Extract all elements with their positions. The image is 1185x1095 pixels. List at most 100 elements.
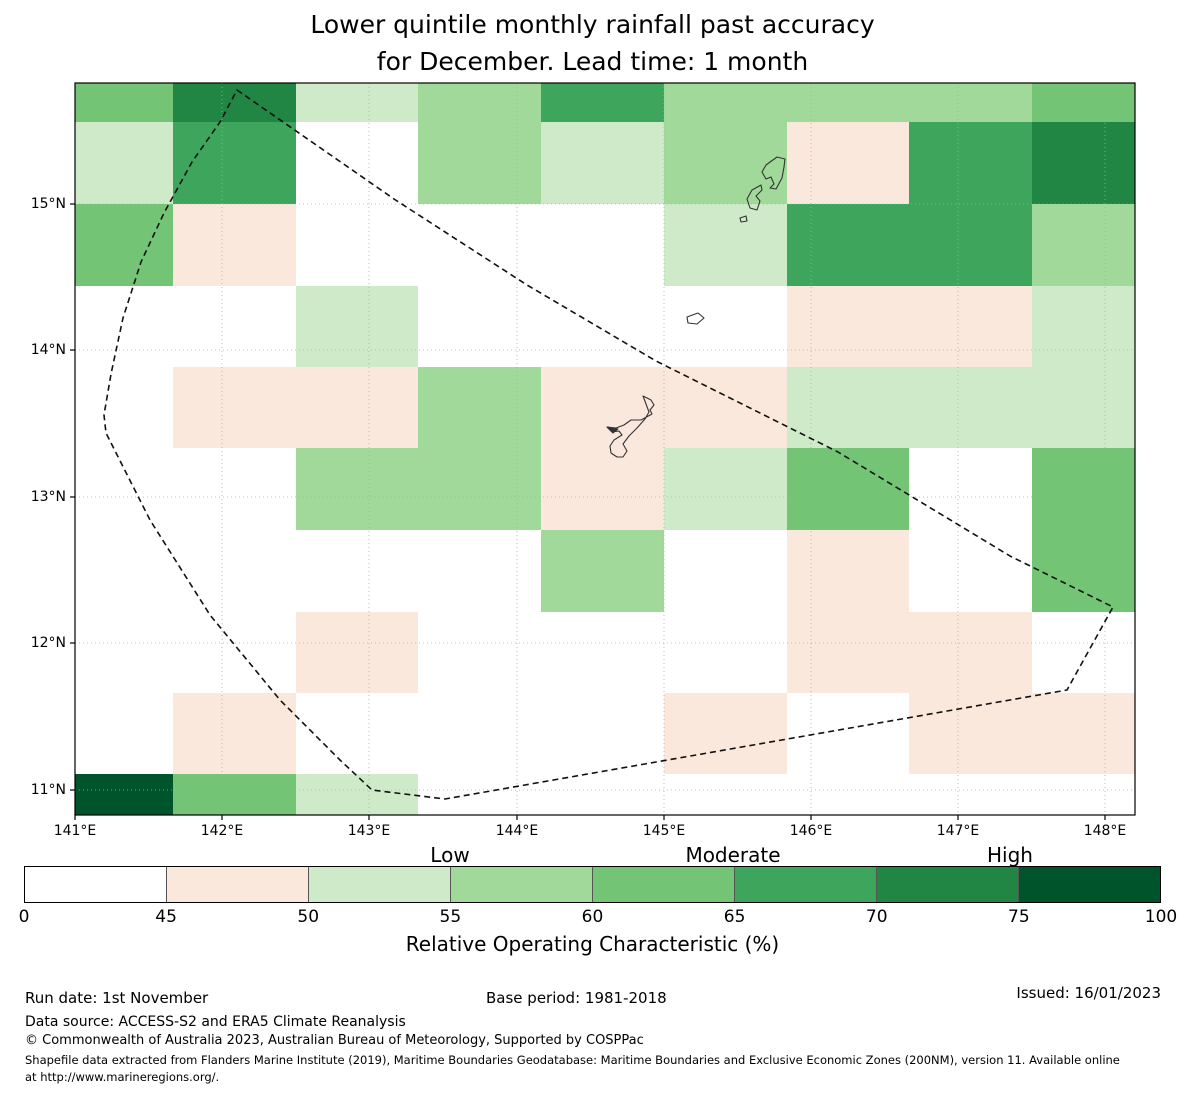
island-outline-tinian	[746, 184, 763, 211]
grid-cell	[909, 367, 1032, 448]
colorbar-tick-label: 70	[865, 907, 888, 927]
x-axis-tick-label: 143°E	[347, 823, 391, 839]
grid-cell	[173, 122, 296, 204]
run-date-text: Run date: 1st November	[25, 989, 209, 1007]
colorbar-segment	[309, 867, 451, 902]
grid-cell	[75, 83, 173, 122]
grid-cell	[787, 204, 909, 286]
x-axis-tick-label: 148°E	[1083, 823, 1127, 839]
colorbar-tick-label: 100	[1144, 907, 1178, 927]
colorbar-segment	[735, 867, 877, 902]
y-axis-tick-label: 12°N	[30, 635, 66, 651]
chart-title-line-1: Lower quintile monthly rainfall past acc…	[310, 10, 875, 39]
base-period-text: Base period: 1981-2018	[486, 989, 667, 1007]
grid-cell	[1032, 83, 1135, 122]
grid-cell	[909, 204, 1032, 286]
grid-cell	[1032, 448, 1135, 530]
grid-cell	[541, 122, 664, 204]
grid-cell	[296, 448, 418, 530]
island-outline-rota	[686, 312, 705, 325]
grid-cell	[787, 612, 909, 693]
map-plot	[70, 82, 1136, 820]
grid-cell	[296, 286, 418, 367]
grid-cell	[909, 612, 1032, 693]
grid-cell	[787, 286, 909, 367]
colorbar-tick-label: 45	[155, 907, 177, 927]
grid-cell	[1032, 204, 1135, 286]
y-axis-tick-label: 11°N	[30, 782, 66, 798]
grid-cell	[296, 83, 418, 122]
shapefile-attribution-line-2: at http://www.marineregions.org/.	[25, 1070, 220, 1084]
chart-title: Lower quintile monthly rainfall past acc…	[0, 6, 1185, 80]
colorbar-tick-label: 55	[439, 907, 462, 927]
colorbar-tick-label: 65	[723, 907, 746, 927]
grid-cell	[418, 83, 541, 122]
island-outline-aguijan	[739, 215, 748, 223]
colorbar-segment	[25, 867, 167, 902]
colorbar	[24, 866, 1161, 903]
grid-cell	[1032, 693, 1135, 774]
island-outline-guam	[606, 395, 655, 458]
grid-cell	[787, 367, 909, 448]
colorbar-segment	[451, 867, 593, 902]
x-axis-tick-label: 145°E	[642, 823, 686, 839]
grid-cell	[664, 83, 787, 122]
colorbar-segment	[877, 867, 1019, 902]
colorbar-tick-label: 0	[18, 907, 30, 927]
grid-cell	[664, 693, 787, 774]
grid-cell	[418, 122, 541, 204]
shapefile-attribution-text: Shapefile data extracted from Flanders M…	[25, 1052, 1120, 1086]
grid-cell	[173, 83, 296, 122]
grid-cell	[664, 122, 787, 204]
colorbar-category-label: Low	[430, 843, 470, 867]
x-axis-tick-label: 142°E	[200, 823, 244, 839]
grid-cell	[418, 448, 541, 530]
grid-cell	[541, 83, 664, 122]
grid-cell	[75, 204, 173, 286]
grid-cell	[1032, 367, 1135, 448]
colorbar-segment	[593, 867, 735, 902]
grid-cell	[787, 122, 909, 204]
grid-cell	[1032, 286, 1135, 367]
grid-cell	[173, 204, 296, 286]
colorbar-tick-label: 60	[581, 907, 604, 927]
eez-boundary-line	[103, 89, 1114, 800]
grid-cell	[296, 612, 418, 693]
x-axis-tick-label: 146°E	[789, 823, 833, 839]
grid-cell	[541, 530, 664, 612]
chart-title-line-2: for December. Lead time: 1 month	[376, 47, 809, 76]
colorbar-category-label: Moderate	[685, 843, 781, 867]
island-outline-guam-west-point	[606, 426, 619, 434]
colorbar-tick-label: 50	[297, 907, 320, 927]
colorbar-segment	[167, 867, 309, 902]
grid-cell	[664, 204, 787, 286]
x-axis-tick-label: 141°E	[53, 823, 97, 839]
colorbar-category-label: High	[987, 843, 1033, 867]
grid-cell	[664, 367, 787, 448]
grid-cell	[75, 774, 173, 815]
grid-cell	[541, 448, 664, 530]
y-axis-tick-label: 14°N	[30, 342, 66, 358]
grid-cell	[909, 693, 1032, 774]
data-source-text: Data source: ACCESS-S2 and ERA5 Climate …	[25, 1014, 406, 1030]
grid-cell	[173, 367, 296, 448]
grid-cell	[173, 774, 296, 815]
colorbar-axis-label: Relative Operating Characteristic (%)	[405, 932, 780, 956]
grid-cell	[787, 530, 909, 612]
grid-cell	[787, 83, 909, 122]
issued-date-text: Issued: 16/01/2023	[1016, 984, 1161, 1002]
grid-cell	[296, 367, 418, 448]
map-frame	[74, 82, 1136, 816]
colorbar-tick-label: 75	[1008, 907, 1030, 927]
grid-cell	[1032, 122, 1135, 204]
colorbar-segment	[1019, 867, 1160, 902]
shapefile-attribution-line-1: Shapefile data extracted from Flanders M…	[25, 1053, 1120, 1067]
grid-cell	[173, 693, 296, 774]
grid-cell	[75, 122, 173, 204]
grid-cell	[909, 83, 1032, 122]
copyright-text: © Commonwealth of Australia 2023, Austra…	[25, 1033, 644, 1048]
grid-cell	[418, 367, 541, 448]
y-axis-tick-label: 13°N	[30, 489, 66, 505]
x-axis-tick-label: 144°E	[495, 823, 539, 839]
